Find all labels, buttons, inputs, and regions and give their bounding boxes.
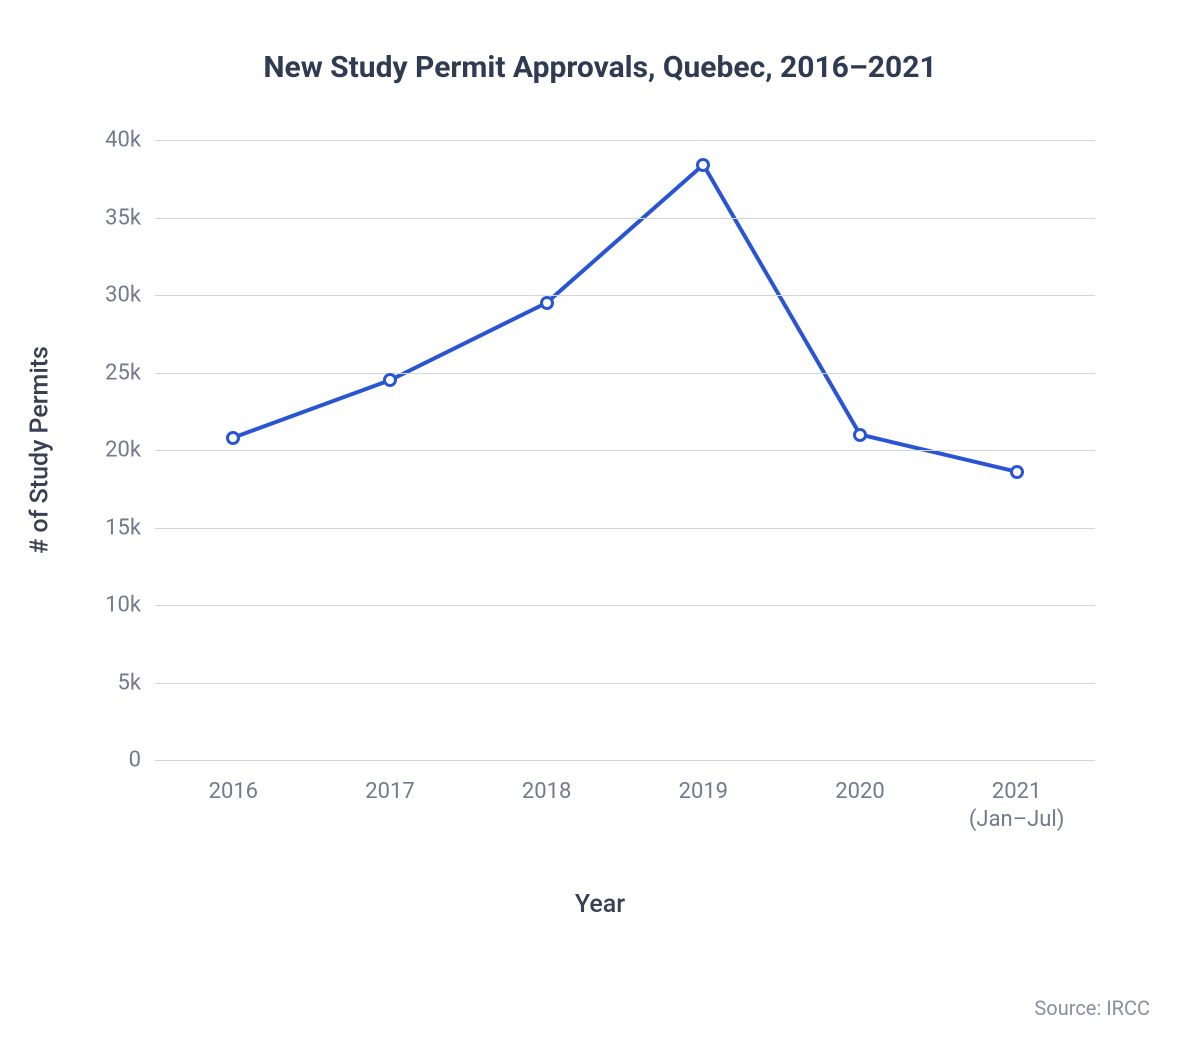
gridline: [155, 218, 1095, 219]
gridline: [155, 683, 1095, 684]
chart-container: New Study Permit Approvals, Quebec, 2016…: [0, 0, 1200, 1050]
gridline: [155, 140, 1095, 141]
y-axis-title: # of Study Permits: [26, 346, 55, 554]
gridline: [155, 605, 1095, 606]
gridline: [155, 450, 1095, 451]
gridline: [155, 528, 1095, 529]
gridline: [155, 373, 1095, 374]
data-marker: [1010, 465, 1024, 479]
data-marker: [383, 373, 397, 387]
y-tick-label: 10k: [105, 593, 141, 618]
x-tick-label: 2020: [835, 778, 884, 806]
data-marker: [696, 158, 710, 172]
y-tick-label: 5k: [117, 670, 141, 695]
chart-title: New Study Permit Approvals, Quebec, 2016…: [0, 50, 1200, 85]
x-tick-label: 2016: [209, 778, 258, 806]
data-marker: [226, 431, 240, 445]
y-tick-label: 40k: [105, 128, 141, 153]
y-tick-label: 20k: [105, 438, 141, 463]
x-tick-label: 2018: [522, 778, 571, 806]
x-tick-label: 2017: [365, 778, 414, 806]
gridline: [155, 295, 1095, 296]
x-tick-label: 2021(Jan–Jul): [969, 778, 1065, 833]
y-tick-label: 25k: [105, 360, 141, 385]
gridline: [155, 760, 1095, 761]
y-tick-label: 35k: [105, 205, 141, 230]
plot-area: 05k10k15k20k25k30k35k40k2016201720182019…: [155, 140, 1095, 760]
y-tick-label: 30k: [105, 283, 141, 308]
data-marker: [853, 428, 867, 442]
x-axis-title: Year: [0, 890, 1200, 919]
x-tick-label: 2019: [679, 778, 728, 806]
y-tick-label: 15k: [105, 515, 141, 540]
y-tick-label: 0: [129, 748, 141, 773]
line-path: [233, 165, 1016, 472]
source-label: Source: IRCC: [1034, 996, 1150, 1020]
data-marker: [540, 296, 554, 310]
